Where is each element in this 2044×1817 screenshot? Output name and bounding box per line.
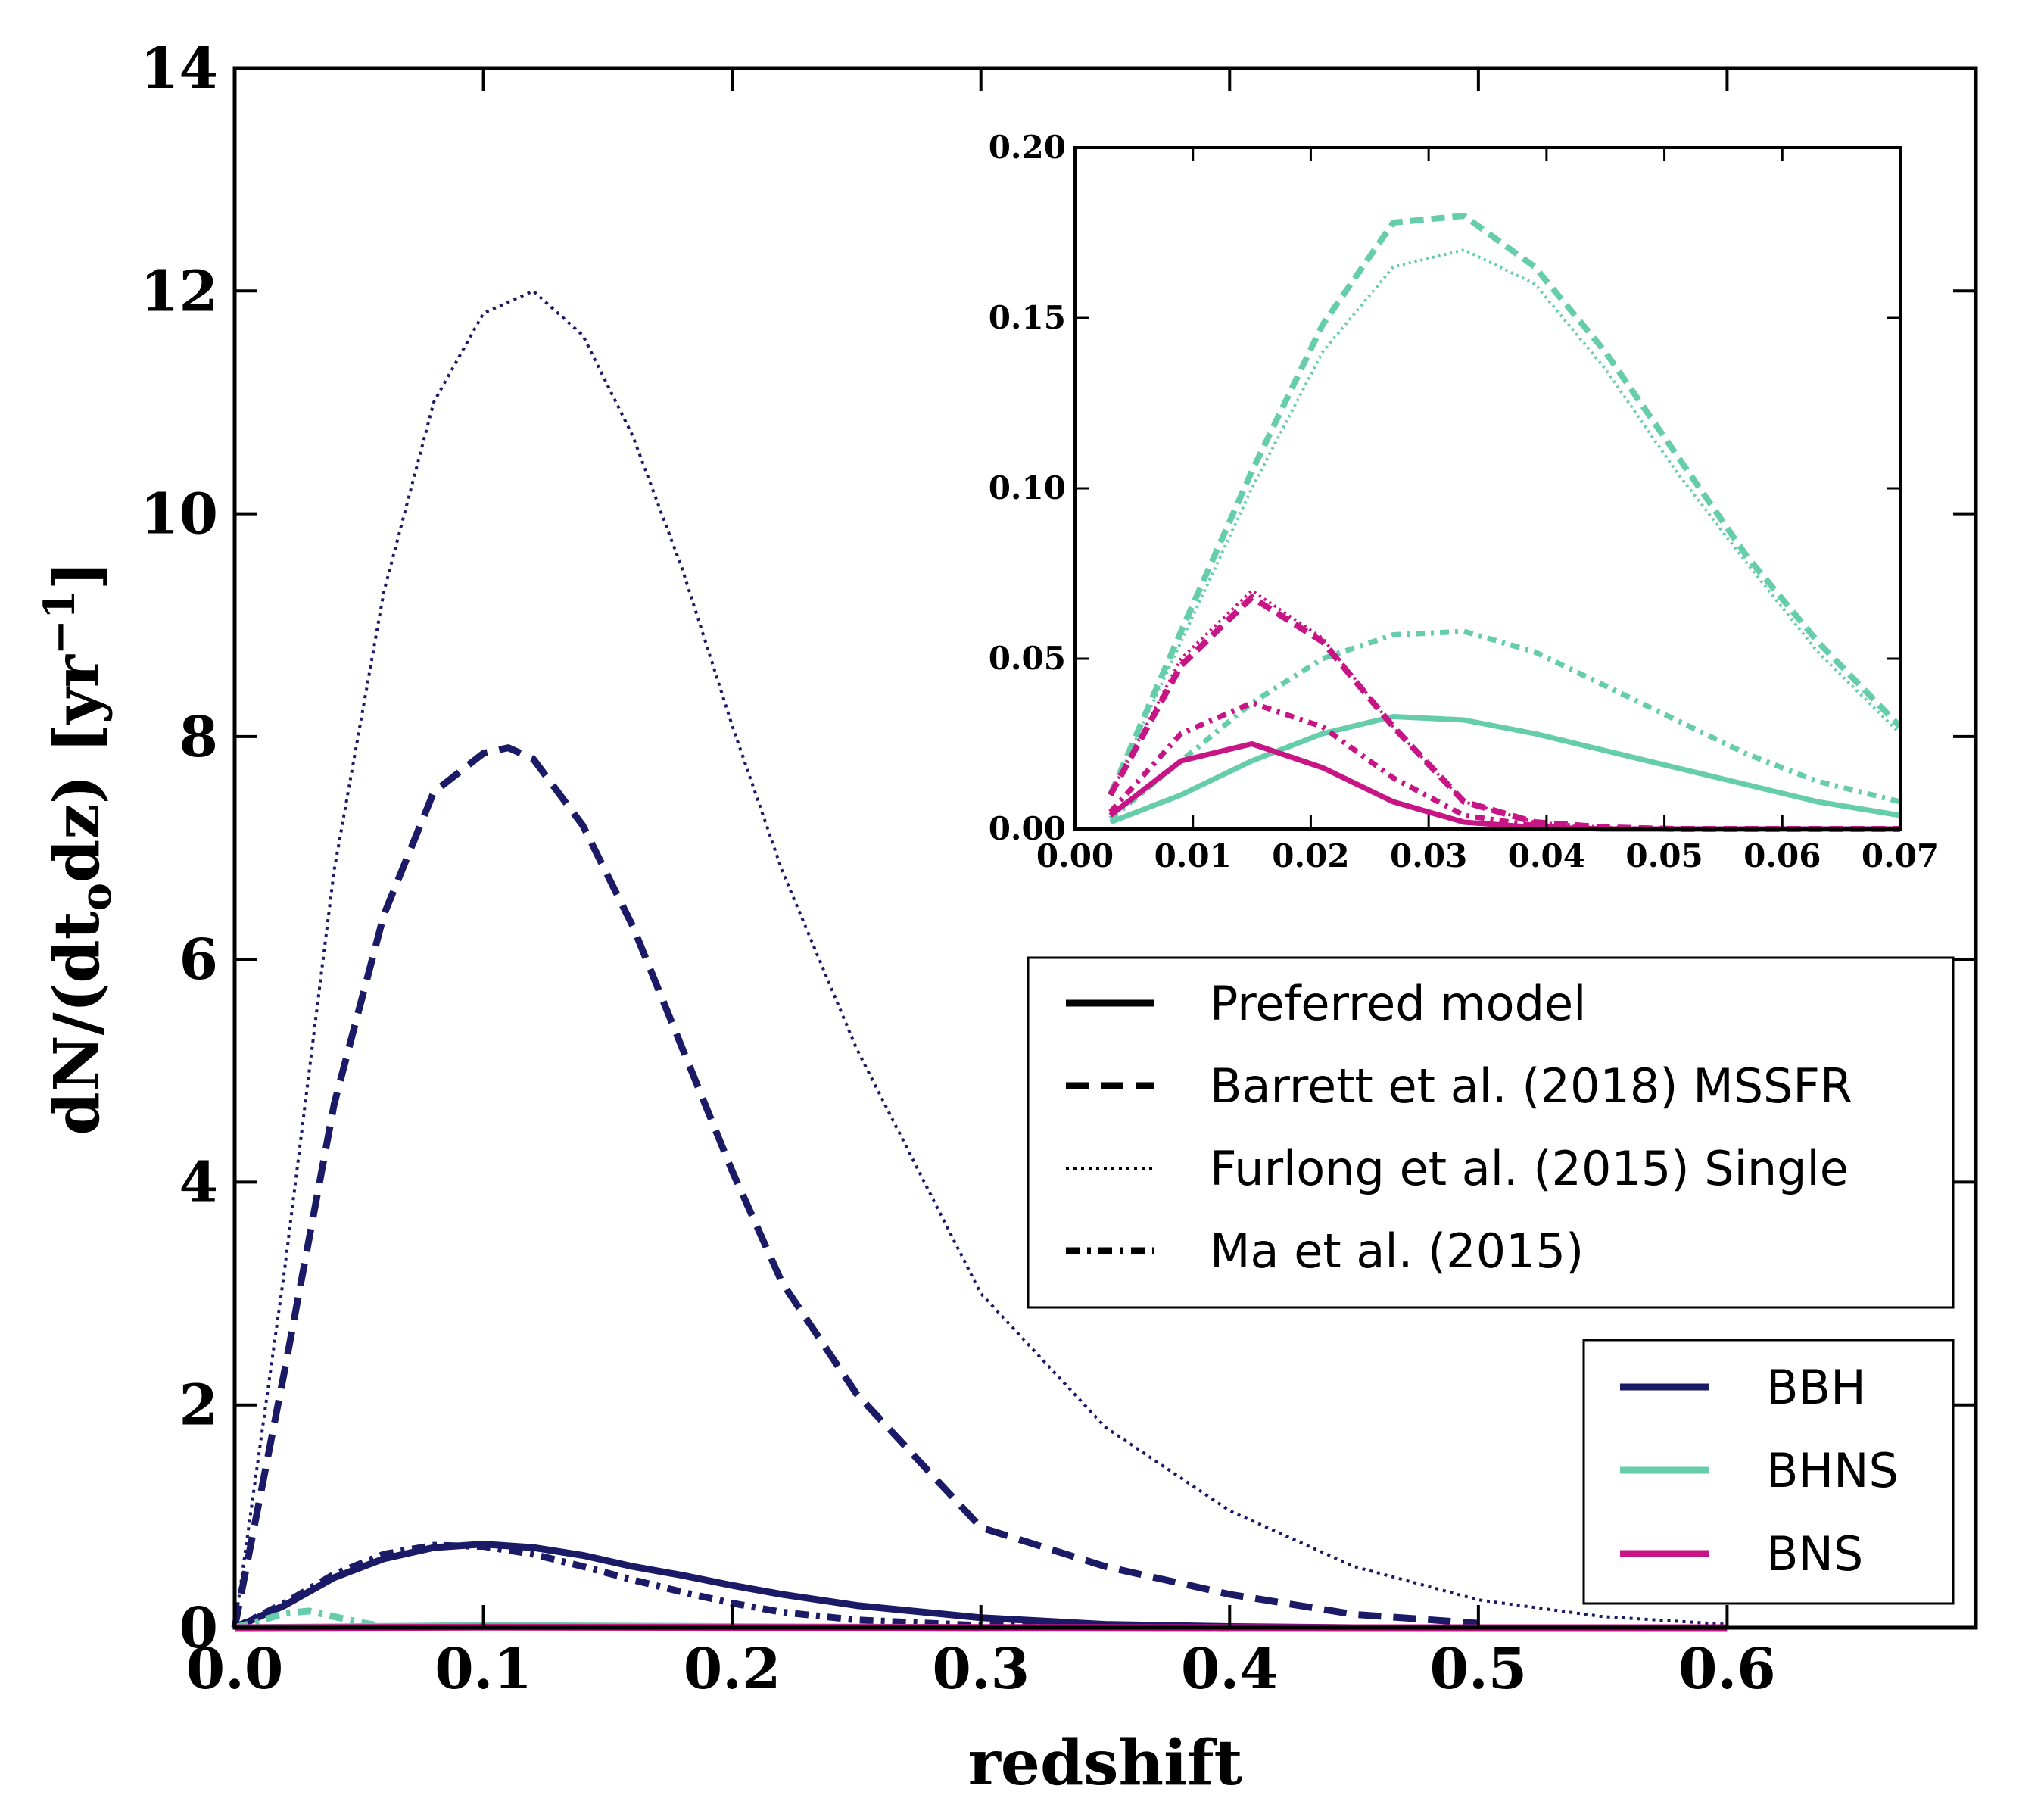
inset-background: [969, 148, 1900, 829]
legend-label-bbh: BBH: [1766, 1360, 1866, 1415]
main-x-tick-label: 0.6: [1678, 1637, 1776, 1702]
main-series-bbh-preferred: [233, 1541, 1354, 1632]
inset-y-tick-label: 0.05: [989, 640, 1066, 677]
main-series-bhns-ma: [233, 1607, 385, 1632]
legend-models-box: [1027, 956, 1955, 1309]
inset-y-tick-label: 0.00: [989, 810, 1066, 847]
inset-x-tick-label: 0.00: [1036, 837, 1114, 874]
main-x-tick-label: 0.2: [684, 1637, 781, 1702]
main-y-tick-label: 6: [179, 927, 219, 993]
inset-series-bhns-barrett: [1108, 213, 1902, 796]
legend-label-bhns: BHNS: [1766, 1443, 1899, 1498]
y-axis-label: dN/(dtodz) [yr−1]: [35, 560, 121, 1135]
inset-y-tick-label: 0.20: [989, 129, 1066, 166]
main-series-bbh-barrett: [231, 744, 1479, 1628]
main-y-tick-label: 12: [140, 259, 218, 324]
main-y-tick-label: 2: [179, 1373, 219, 1438]
inset-y-tick-label: 0.10: [989, 469, 1066, 506]
main-y-tick-label: 10: [140, 482, 218, 547]
inset-series-bhns-furlong: [1108, 248, 1902, 796]
legend-label-furlong: Furlong et al. (2015) Single: [1210, 1141, 1849, 1196]
inset-x-tick-label: 0.06: [1743, 837, 1821, 874]
main-x-tick-label: 0.5: [1429, 1637, 1527, 1702]
main-y-tick-label: 14: [140, 36, 218, 101]
legend-label-ma: Ma et al. (2015): [1210, 1223, 1584, 1279]
inset-series-bhns-ma: [1108, 628, 1901, 821]
main-x-tick-label: 0.1: [435, 1637, 532, 1702]
legend-label-barrett: Barrett et al. (2018) MSSFR: [1210, 1058, 1852, 1114]
inset-tick-labels: 0.00 0.01 0.02 0.03 0.04 0.05 0.06 0.07 0.00 0.05…: [989, 129, 1939, 874]
inset-x-tick-label: 0.04: [1508, 837, 1585, 874]
legend-label-bns: BNS: [1766, 1526, 1863, 1582]
main-x-tick-label: 0.0: [186, 1637, 284, 1702]
inset-series-bhns-preferred: [1109, 714, 1901, 825]
main-series-bbh-ma: [233, 1541, 1230, 1632]
main-axis-ticks: [233, 67, 1976, 1629]
main-x-tick-label: 0.3: [932, 1637, 1030, 1702]
main-y-tick-label: 4: [179, 1150, 219, 1215]
inset-x-tick-label: 0.01: [1154, 837, 1232, 874]
main-y-tick-label: 0: [179, 1596, 219, 1661]
main-y-tick-label: 8: [179, 705, 219, 770]
legend-models: Preferred model Barrett et al. (2018) MSS…: [1027, 956, 1955, 1309]
inset-y-tick-label: 0.15: [989, 299, 1066, 336]
x-axis-label: redshift: [968, 1727, 1243, 1800]
legend-label-preferred: Preferred model: [1210, 976, 1586, 1031]
legend-types: BBH BHNS BNS: [1582, 1339, 1955, 1605]
inset-x-tick-label: 0.02: [1272, 837, 1349, 874]
inset-x-tick-label: 0.05: [1625, 837, 1703, 874]
main-plot-frame: [232, 66, 1978, 1630]
main-series-bbh-furlong: [233, 289, 1728, 1628]
inset-x-tick-label: 0.07: [1862, 837, 1939, 874]
inset-plot-series: [1108, 213, 1902, 832]
main-tick-labels: 0.0 0.1 0.2 0.3 0.4 0.5 0.6 0 2 4 6 8 10 12 14: [140, 36, 1776, 1702]
inset-axis-ticks: [1073, 146, 1902, 831]
inset-series-bns-barrett: [1108, 594, 1900, 832]
inset-x-tick-label: 0.03: [1390, 837, 1467, 874]
main-x-tick-label: 0.4: [1181, 1637, 1279, 1702]
